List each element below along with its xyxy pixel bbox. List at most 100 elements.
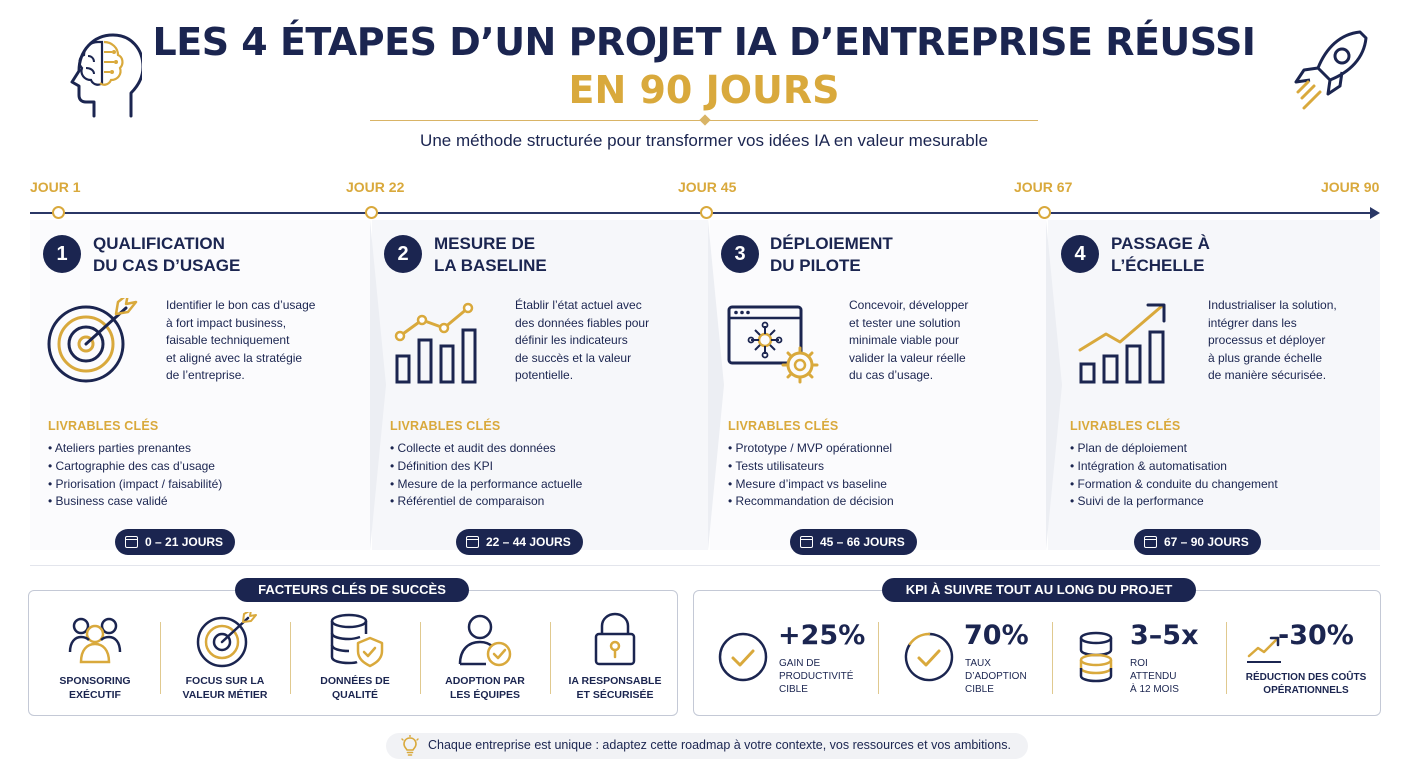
kpi-separator <box>1226 622 1227 694</box>
step-description-line: intégrer dans les <box>1208 315 1297 330</box>
step-description-line: processus et déployer <box>1208 333 1326 348</box>
kpi-value: 3–5x <box>1130 620 1199 651</box>
deliverable-item: Cartographie des cas d’usage <box>48 458 222 476</box>
timeline-label-day-90: JOUR 90 <box>1321 179 1380 195</box>
kpi-label-line: RÉDUCTION DES COÛTS <box>1245 672 1367 683</box>
deliverable-item: Priorisation (impact / faisabilité) <box>48 476 223 494</box>
success-factor-label: IA RESPONSABLE ET SÉCURISÉE <box>552 675 678 702</box>
step-description: Établir l’état actuel avec des données f… <box>515 297 683 385</box>
step-description-line: définir les indicateurs <box>515 333 628 348</box>
timeline-marker <box>700 206 713 219</box>
step-title-line: QUALIFICATION <box>93 234 225 253</box>
kpi-title: KPI À SUIVRE TOUT AU LONG DU PROJET <box>882 578 1196 602</box>
page-title: LES 4 ÉTAPES D’UN PROJET IA D’ENTREPRISE… <box>152 20 1256 64</box>
step-description-line: de l’entreprise. <box>166 368 245 383</box>
success-factor-line: DONNÉES DE <box>320 675 390 687</box>
target-arrow-icon <box>46 292 138 386</box>
timeline-label-day-1: JOUR 1 <box>30 179 81 195</box>
user-check-icon <box>422 612 548 673</box>
people-icon <box>32 612 158 673</box>
calendar-icon <box>799 536 813 548</box>
factor-separator <box>290 622 291 694</box>
check-circle-icon <box>716 630 770 684</box>
section-divider <box>30 565 1380 566</box>
step-number-badge: 3 <box>721 235 759 273</box>
step-description-line: faisable techniquement <box>166 333 290 348</box>
success-factor-line: VALEUR MÉTIER <box>182 688 268 701</box>
calendar-icon <box>1143 536 1157 548</box>
step-description-line: à fort impact business, <box>166 315 287 330</box>
step-description: Identifier le bon cas d’usage à fort imp… <box>166 297 334 385</box>
deliverable-item: Prototype / MVP opérationnel <box>728 440 894 458</box>
success-factor-line: FOCUS SUR LA <box>185 675 265 687</box>
deliverables-list: Prototype / MVP opérationnel Tests utili… <box>728 440 894 511</box>
success-factor-line: EXÉCUTIF <box>69 688 121 701</box>
kpi-label-line: À 12 MOIS <box>1130 684 1179 695</box>
step-separator-chevron <box>708 220 724 550</box>
step-description-line: de succès et la valeur <box>515 350 632 365</box>
duration-text: 0 – 21 JOURS <box>145 535 224 549</box>
deliverables-title: LIVRABLES CLÉS <box>1070 419 1181 433</box>
step-description-line: et aligné avec la stratégie <box>166 350 303 365</box>
success-factor-line: IA RESPONSABLE <box>568 675 662 687</box>
step-description-line: valider la valeur réelle <box>849 350 966 365</box>
step-number-badge: 4 <box>1061 235 1099 273</box>
factor-separator <box>160 622 161 694</box>
kpi-label: GAIN DE PRODUCTIVITÉ CIBLE <box>779 657 853 696</box>
deliverable-item: Suivi de la performance <box>1070 493 1278 511</box>
step-title: QUALIFICATION DU CAS D’USAGE <box>93 233 240 277</box>
step-title-line: MESURE DE <box>434 234 536 253</box>
calendar-icon <box>465 536 479 548</box>
step-description-line: des données fiables pour <box>515 315 650 330</box>
kpi-label-line: TAUX <box>965 658 991 669</box>
step-title-line: PASSAGE À <box>1111 234 1210 253</box>
success-factors-box <box>28 590 678 716</box>
step-title-line: DU PILOTE <box>770 256 861 275</box>
step-description-line: potentielle. <box>515 368 574 383</box>
kpi-label-line: ROI <box>1130 658 1148 669</box>
brain-head-icon <box>58 28 145 120</box>
deliverables-title: LIVRABLES CLÉS <box>48 419 159 433</box>
kpi-label-line: ATTENDU <box>1130 671 1177 682</box>
deliverable-item: Intégration & automatisation <box>1070 458 1278 476</box>
database-shield-icon <box>292 612 418 673</box>
step-title-line: L’ÉCHELLE <box>1111 256 1205 275</box>
step-description-line: Établir l’état actuel avec <box>515 298 642 312</box>
target-icon <box>162 609 288 673</box>
step-description-line: et tester une solution <box>849 315 961 330</box>
step-description-line: de manière sécurisée. <box>1208 368 1327 383</box>
kpi-label: TAUX D’ADOPTION CIBLE <box>965 657 1027 696</box>
deliverable-item: Collecte et audit des données <box>390 440 582 458</box>
step-description-line: minimale viable pour <box>849 333 960 348</box>
kpi-label-line: GAIN DE <box>779 658 821 669</box>
deliverable-item: Ateliers parties prenantes <box>48 440 222 458</box>
duration-text: 45 – 66 JOURS <box>820 535 905 549</box>
timeline-marker <box>365 206 378 219</box>
success-factor-line: ET SÉCURISÉE <box>576 688 654 701</box>
deliverable-item: Plan de déploiement <box>1070 440 1278 458</box>
calendar-icon <box>124 536 138 548</box>
deliverable-item: Référentiel de comparaison <box>390 493 582 511</box>
success-factor-label: ADOPTION PAR LES ÉQUIPES <box>422 675 548 702</box>
lightbulb-icon <box>400 734 420 757</box>
step-title-line: LA BASELINE <box>434 256 547 275</box>
step-description: Concevoir, développer et tester une solu… <box>849 297 1017 385</box>
step-title: DÉPLOIEMENT DU PILOTE <box>770 233 893 277</box>
header-divider-diamond <box>699 114 711 126</box>
deliverables-list: Collecte et audit des données Définition… <box>390 440 583 511</box>
deliverable-item: Définition des KPI <box>390 458 582 476</box>
deliverable-item: Formation & conduite du changement <box>1070 476 1278 494</box>
step-description: Industrialiser la solution, intégrer dan… <box>1208 297 1376 385</box>
page-subtitle: Une méthode structurée pour transformer … <box>420 131 988 150</box>
success-factor-label: DONNÉES DE QUALITÉ <box>292 675 418 702</box>
timeline-marker <box>1038 206 1051 219</box>
timeline-label-day-67: JOUR 67 <box>1014 179 1073 195</box>
duration-badge: 22 – 44 JOURS <box>456 529 583 555</box>
padlock-icon <box>552 612 678 673</box>
step-number-badge: 2 <box>384 235 422 273</box>
step-description-line: Identifier le bon cas d’usage <box>166 298 316 312</box>
deliverable-item: Mesure d’impact vs baseline <box>728 476 894 494</box>
footer-banner <box>386 733 1028 759</box>
duration-text: 22 – 44 JOURS <box>486 535 571 549</box>
deliverable-item: Recommandation de décision <box>728 493 894 511</box>
